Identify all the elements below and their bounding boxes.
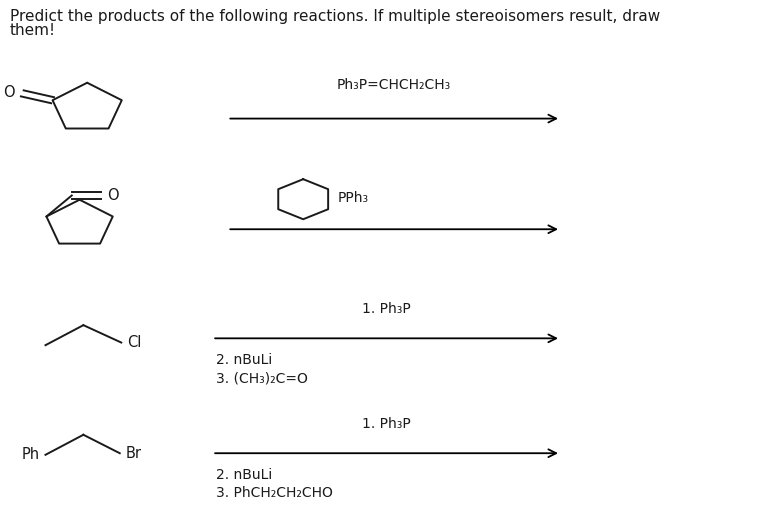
Text: 2. nBuLi: 2. nBuLi <box>216 353 272 367</box>
Text: O: O <box>107 188 118 203</box>
Text: 3. (CH₃)₂C=O: 3. (CH₃)₂C=O <box>216 371 308 385</box>
Text: Cl: Cl <box>127 335 142 350</box>
Text: Br: Br <box>126 446 142 461</box>
Text: O: O <box>4 85 15 100</box>
Text: 1. Ph₃P: 1. Ph₃P <box>362 302 411 316</box>
Text: them!: them! <box>10 23 56 37</box>
Text: Ph₃P=CHCH₂CH₃: Ph₃P=CHCH₂CH₃ <box>337 78 451 92</box>
Text: 2. nBuLi: 2. nBuLi <box>216 468 272 482</box>
Text: 3. PhCH₂CH₂CHO: 3. PhCH₂CH₂CHO <box>216 486 333 500</box>
Text: Ph: Ph <box>21 447 39 462</box>
Text: Predict the products of the following reactions. If multiple stereoisomers resul: Predict the products of the following re… <box>10 9 660 24</box>
Text: PPh₃: PPh₃ <box>338 191 369 205</box>
Text: 1. Ph₃P: 1. Ph₃P <box>362 417 411 431</box>
